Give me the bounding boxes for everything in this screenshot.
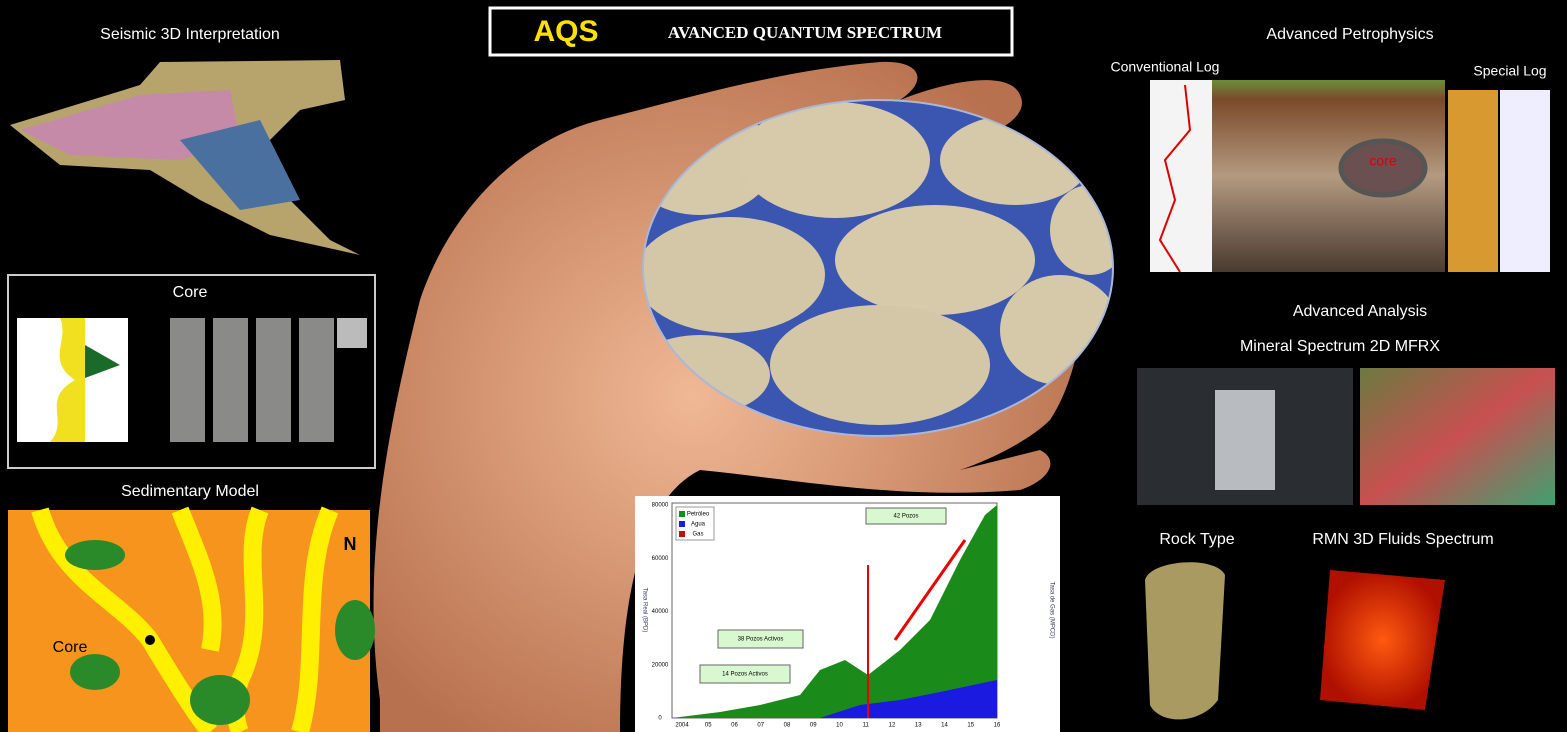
special-log-track	[1500, 90, 1550, 272]
annotation-text: 14 Pozos Activos	[722, 672, 768, 678]
annotation-box	[865, 507, 947, 525]
analysis-title: Advanced Analysis	[1293, 303, 1427, 320]
x-label: 12	[889, 723, 896, 729]
logo: AQS	[533, 15, 598, 48]
legend-label: Agua	[691, 522, 706, 528]
log-curve	[1158, 84, 1192, 273]
pore-border	[642, 99, 1114, 437]
header-box	[488, 6, 1014, 57]
mineral-title: Mineral Spectrum 2D MFRX	[1240, 338, 1440, 355]
x-label: 2004	[675, 723, 689, 729]
x-label: 07	[757, 723, 764, 729]
conventional-log-label: Conventional Log	[1111, 59, 1220, 75]
water-area	[820, 680, 997, 718]
core-log-curve	[50, 318, 85, 442]
instrument-part	[1215, 390, 1275, 490]
x-label: 09	[810, 723, 817, 729]
special-log-image	[1448, 90, 1498, 272]
petrophysics-title: Advanced Petrophysics	[1266, 26, 1433, 43]
conventional-log-track	[1150, 80, 1212, 272]
trend-arrow	[893, 539, 967, 641]
x-label: 05	[705, 723, 712, 729]
legend-swatch	[679, 521, 685, 527]
x-label: 11	[863, 723, 870, 729]
annotation-text: 42 Pozos	[893, 514, 918, 520]
sedimentary-title: Sedimentary Model	[121, 483, 259, 500]
legend-swatch	[679, 511, 685, 517]
legend-label: Petróleo	[687, 512, 710, 518]
legend-label: Gas	[692, 532, 703, 538]
x-label: 15	[967, 723, 974, 729]
annotation-box	[699, 664, 791, 684]
core-marker-label: core	[1369, 153, 1396, 169]
chart-axes: 2004 05 06 07 08 09 10 11 12 13 14 15 16 0 20000 40000 6…	[652, 503, 1001, 729]
core-marker	[1338, 138, 1428, 198]
rmn-image	[1320, 570, 1445, 710]
y-label: 0	[658, 716, 662, 722]
annotation-text: 38 Pozos Activos	[738, 637, 784, 643]
legend-entries: Petróleo Agua Gas	[679, 511, 710, 538]
core-title: Core	[173, 284, 208, 301]
left-axis-title: Tasa Real (BPD)	[641, 588, 647, 633]
rmn-title: RMN 3D Fluids Spectrum	[1312, 531, 1493, 548]
x-label: 06	[731, 723, 738, 729]
core-log-curve	[85, 345, 120, 378]
y-label: 40000	[652, 609, 669, 615]
annotation-box	[717, 629, 804, 649]
x-label: 08	[784, 723, 791, 729]
legend-swatch	[679, 531, 685, 537]
y-label: 80000	[652, 503, 669, 509]
x-label: 10	[836, 723, 843, 729]
map-core-label: Core	[53, 639, 88, 656]
y-label: 60000	[652, 556, 669, 562]
rock-sample	[1145, 562, 1225, 720]
seismic-title: Seismic 3D Interpretation	[100, 26, 280, 43]
mineral-map-image	[1360, 368, 1555, 505]
y-label: 20000	[652, 662, 669, 668]
seismic-layer	[180, 120, 300, 210]
special-log-label: Special Log	[1473, 63, 1546, 79]
rock-type-label: Rock Type	[1159, 531, 1234, 548]
right-axis-title: Tasa de Gas (MPCD)	[1048, 581, 1054, 638]
x-label: 13	[915, 723, 922, 729]
annotations: 14 Pozos Activos 38 Pozos Activos 42 Pozos	[699, 507, 947, 684]
core-samples	[170, 318, 367, 442]
x-label: 16	[994, 723, 1001, 729]
map-core-point	[145, 635, 155, 645]
map-shales	[65, 540, 375, 725]
map-north: N	[344, 534, 357, 554]
oil-area	[672, 505, 997, 718]
header-title: AVANCED QUANTUM SPECTRUM	[668, 23, 942, 42]
x-label: 14	[941, 723, 948, 729]
